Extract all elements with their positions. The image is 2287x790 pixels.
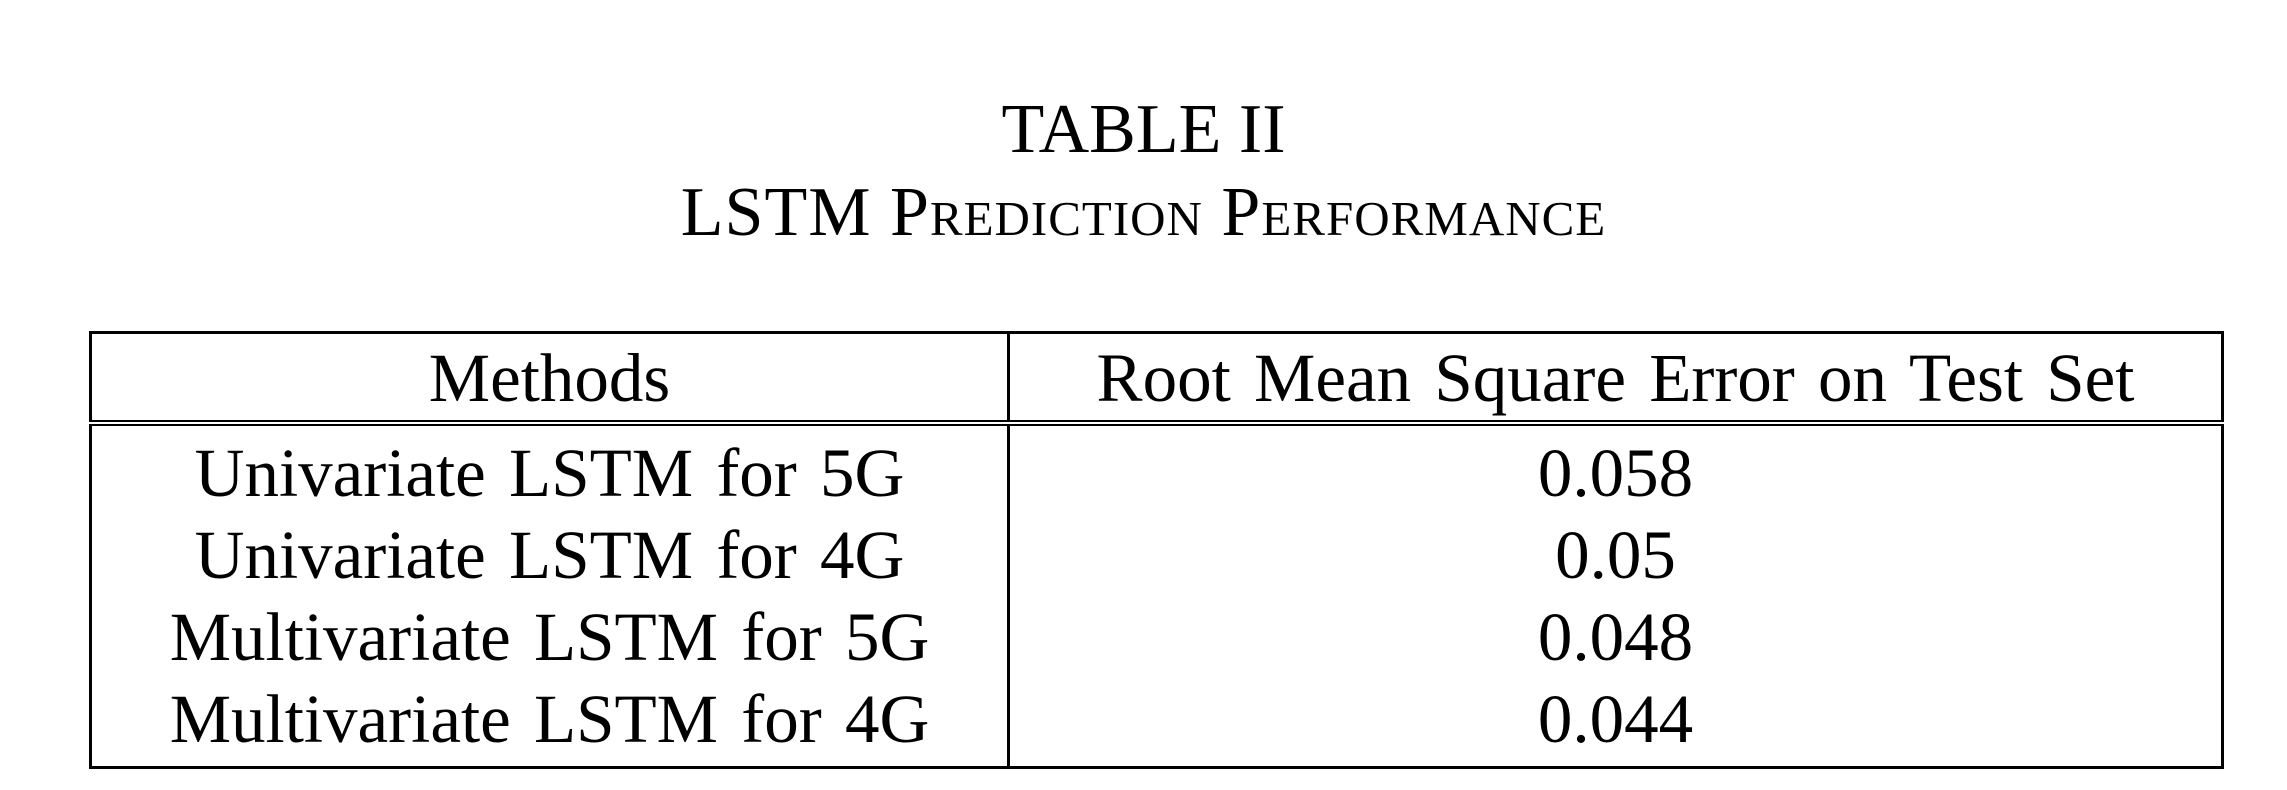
table-label: TABLE II bbox=[1001, 91, 1286, 168]
method-cell: Univariate LSTM for 4G bbox=[90, 514, 1010, 596]
rmse-cell: 0.058 bbox=[1537, 434, 1694, 511]
method-cell: Multivariate LSTM for 5G bbox=[90, 596, 1010, 678]
table-row: Univariate LSTM for 4G 0.05 bbox=[90, 514, 2223, 596]
method-cell: Multivariate LSTM for 4G bbox=[90, 678, 1010, 768]
header-row: Methods Root Mean Square Error on Test S… bbox=[90, 332, 2223, 426]
header-rmse: Root Mean Square Error on Test Set bbox=[1008, 332, 2223, 426]
results-table: Methods Root Mean Square Error on Test S… bbox=[89, 331, 2224, 769]
rmse-cell: 0.048 bbox=[1537, 598, 1694, 675]
table-row: Multivariate LSTM for 4G 0.044 bbox=[90, 678, 2223, 768]
method-cell: Univariate LSTM for 5G bbox=[90, 423, 1010, 514]
table-row: Multivariate LSTM for 5G 0.048 bbox=[90, 596, 2223, 678]
header-methods: Methods bbox=[90, 332, 1010, 426]
rmse-cell: 0.05 bbox=[1555, 516, 1676, 593]
rmse-cell: 0.044 bbox=[1537, 680, 1694, 757]
table-title: LSTM Prediction Performance bbox=[680, 174, 1607, 251]
table-row: Univariate LSTM for 5G 0.058 bbox=[90, 423, 2223, 514]
